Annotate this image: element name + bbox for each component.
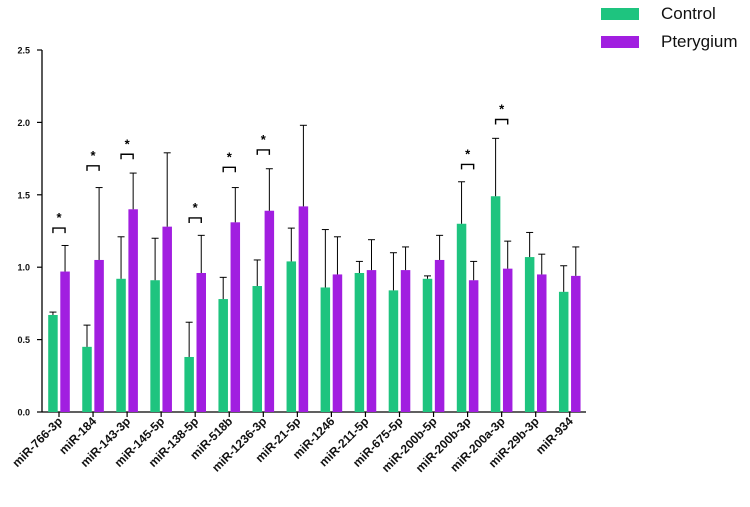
legend-swatch-control	[601, 8, 639, 20]
significance-label: *	[193, 200, 199, 215]
significance-bracket	[52, 227, 66, 234]
bar-pterygium	[264, 210, 275, 412]
bar-pterygium	[571, 275, 581, 412]
significance-bracket	[494, 118, 509, 125]
bar-control	[524, 257, 535, 412]
legend-item-pterygium: Pterygium	[601, 28, 738, 56]
y-tick-label: 0.5	[17, 335, 30, 345]
bar-control	[82, 346, 92, 412]
bar-pterygium	[230, 222, 241, 412]
significance-label: *	[227, 149, 233, 164]
significance-label: *	[91, 148, 97, 163]
significance-bracket	[86, 165, 100, 171]
bar-pterygium	[502, 268, 513, 412]
legend-label-control: Control	[661, 4, 716, 23]
significance-label: *	[261, 132, 267, 147]
bar-control	[150, 280, 160, 412]
bar-control	[218, 299, 228, 412]
bar-control	[320, 287, 331, 412]
bar-pterygium	[94, 259, 104, 412]
x-tick-label: miR-766-3p	[9, 414, 65, 470]
significance-bracket	[222, 166, 236, 173]
bar-pterygium	[128, 209, 138, 412]
bar-control	[286, 261, 297, 412]
bar-pterygium	[366, 270, 377, 412]
bar-control	[116, 278, 126, 412]
significance-label: *	[499, 102, 505, 117]
bar-control	[490, 196, 501, 412]
bar-control	[354, 272, 365, 412]
significance-bracket	[256, 149, 271, 155]
bar-pterygium	[332, 274, 343, 412]
y-tick-label: 2.0	[17, 118, 30, 128]
legend-swatch-pterygium	[601, 36, 639, 48]
bar-pterygium	[196, 272, 206, 412]
bar-control	[184, 356, 194, 412]
significance-label: *	[465, 146, 471, 161]
legend: Control Pterygium	[601, 0, 738, 56]
bar-control	[422, 278, 433, 412]
significance-bracket	[188, 217, 202, 223]
bar-pterygium	[162, 226, 172, 412]
legend-item-control: Control	[601, 0, 738, 28]
significance-label: *	[125, 136, 131, 151]
bar-control	[252, 286, 262, 412]
y-tick-label: 0.0	[17, 408, 30, 418]
bar-pterygium	[400, 270, 411, 412]
bar-control	[456, 223, 467, 412]
y-tick-label: 1.5	[17, 190, 30, 200]
x-tick-label: miR-934	[533, 414, 576, 457]
bar-pterygium	[298, 206, 309, 412]
bar-pterygium	[537, 274, 547, 412]
bar-pterygium	[434, 259, 445, 412]
y-tick-label: 1.0	[17, 263, 30, 273]
bar-control	[558, 291, 569, 412]
bar-control	[48, 314, 58, 412]
bar-control	[388, 290, 399, 412]
significance-bracket	[460, 163, 475, 170]
bar-pterygium	[60, 271, 70, 412]
significance-bracket	[120, 153, 134, 160]
bar-pterygium	[468, 280, 479, 412]
y-tick-label: 2.5	[17, 46, 30, 56]
legend-label-pterygium: Pterygium	[661, 32, 738, 51]
significance-label: *	[56, 210, 62, 225]
